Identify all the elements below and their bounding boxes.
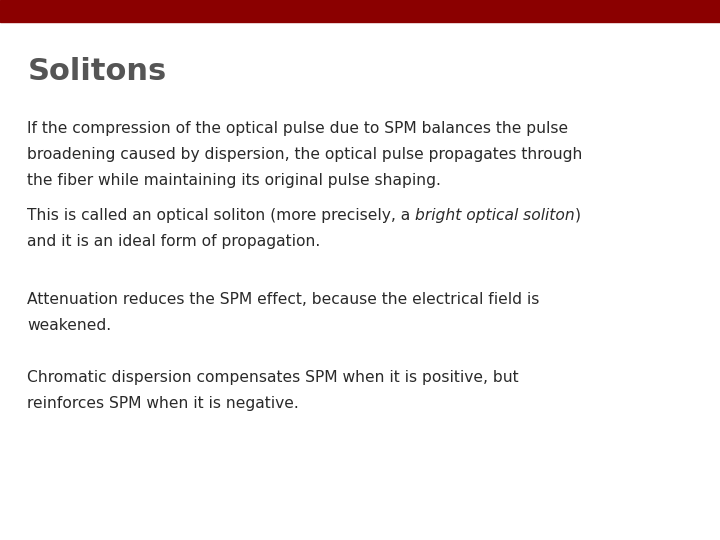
Bar [0,0,720,22]
Text: Chromatic dispersion compensates SPM when it is positive, but: Chromatic dispersion compensates SPM whe… [27,370,519,385]
Text: Attenuation reduces the SPM effect, because the electrical field is: Attenuation reduces the SPM effect, beca… [27,292,540,307]
Text: This is called an optical soliton (more precisely, a: This is called an optical soliton (more … [27,208,415,223]
Text: the fiber while maintaining its original pulse shaping.: the fiber while maintaining its original… [27,173,441,188]
Text: reinforces SPM when it is negative.: reinforces SPM when it is negative. [27,396,299,411]
Text: Solitons: Solitons [27,57,166,86]
Text: If the compression of the optical pulse due to SPM balances the pulse: If the compression of the optical pulse … [27,122,569,137]
Text: and it is an ideal form of propagation.: and it is an ideal form of propagation. [27,234,320,249]
Text: ): ) [575,208,581,223]
Text: broadening caused by dispersion, the optical pulse propagates through: broadening caused by dispersion, the opt… [27,147,582,163]
Text: weakened.: weakened. [27,318,112,333]
Text: bright optical soliton: bright optical soliton [415,208,575,223]
